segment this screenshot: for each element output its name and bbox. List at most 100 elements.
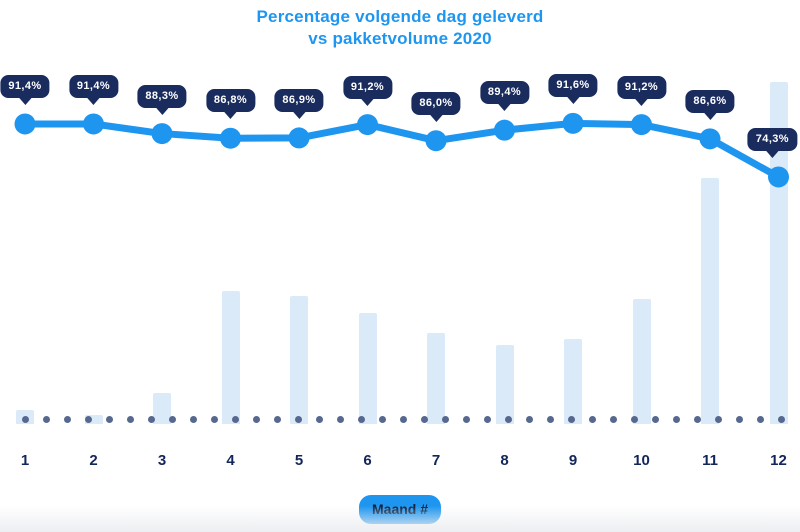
x-tick-label: 1: [20, 452, 30, 469]
baseline-dot: [231, 415, 239, 423]
value-badge: 86,6%: [685, 89, 735, 113]
data-point-marker: [425, 130, 447, 152]
x-tick-label: 10: [633, 452, 650, 469]
value-badge-label: 88,3%: [145, 89, 179, 102]
data-point-marker: [14, 113, 36, 135]
baseline-dot: [210, 415, 218, 423]
x-tick-label: 11: [702, 452, 718, 469]
baseline-dot: [609, 415, 617, 423]
value-badge-label: 91,2%: [624, 80, 659, 93]
baseline-dot: [777, 415, 785, 423]
data-point-marker: [562, 112, 584, 134]
baseline-dot: [630, 415, 638, 423]
x-axis-title-badge: Maand #: [358, 495, 442, 524]
x-tick-label: 3: [157, 452, 167, 469]
volume-bar: [495, 345, 514, 424]
volume-bar: [358, 312, 377, 424]
trend-line: [21, 119, 782, 181]
baseline-dot: [714, 415, 722, 423]
data-point-marker: [288, 127, 310, 149]
data-point-marker: [768, 166, 789, 188]
baseline-dot: [399, 415, 407, 423]
data-point-marker: [631, 114, 652, 136]
baseline-dot: [63, 415, 71, 423]
x-tick-label: 2: [89, 452, 98, 469]
baseline-dot: [546, 415, 554, 423]
baseline-dot: [273, 415, 281, 423]
data-point-marker: [699, 128, 721, 150]
baseline-dot: [42, 415, 50, 423]
value-badge-label: 86,8%: [213, 94, 248, 107]
baseline-dot: [504, 415, 512, 423]
value-badge: 86,9%: [274, 88, 324, 112]
volume-bar: [564, 338, 582, 424]
x-tick-label: 12: [770, 452, 787, 469]
data-point-marker: [151, 123, 173, 145]
baseline-dot: [378, 415, 386, 423]
value-badge-label: 86,0%: [419, 96, 453, 109]
value-badge: 74,3%: [747, 127, 797, 151]
chart-title-line-2: vs pakketvolume 2020: [308, 29, 492, 48]
value-badge-label: 86,9%: [282, 93, 316, 106]
data-point-marker: [494, 119, 515, 141]
value-badge: 91,4%: [68, 74, 119, 98]
value-badge-label: 91,4%: [8, 79, 42, 92]
baseline-dot: [126, 415, 134, 423]
baseline-dot: [21, 415, 29, 423]
volume-bar: [221, 290, 240, 424]
baseline-dot: [525, 415, 533, 423]
x-tick-label: 4: [226, 452, 235, 469]
value-badge: 89,4%: [479, 81, 530, 105]
chart-title-line-1: Percentage volgende dag geleverd: [256, 7, 544, 26]
baseline-dot: [315, 415, 323, 423]
data-point-marker: [83, 113, 104, 135]
value-badge: 91,4%: [0, 74, 50, 98]
baseline-dot: [441, 415, 449, 423]
value-badge-label: 91,4%: [76, 79, 111, 92]
x-tick-label: 9: [568, 452, 578, 469]
value-badge: 91,2%: [616, 75, 667, 99]
value-badge: 88,3%: [137, 84, 187, 108]
chart-title: Percentage volgende dag geleverd vs pakk…: [0, 6, 800, 50]
x-tick-label: 7: [431, 452, 441, 469]
baseline-dot: [756, 415, 764, 423]
volume-bar: [290, 295, 308, 424]
baseline-dot: [483, 415, 491, 423]
value-badge-label: 74,3%: [755, 132, 789, 145]
value-badge: 86,8%: [205, 89, 256, 113]
value-badge: 91,2%: [342, 75, 393, 99]
baseline-dot: [672, 415, 680, 423]
baseline-dot: [462, 415, 470, 423]
baseline-dot: [735, 415, 743, 423]
value-badge-label: 89,4%: [487, 86, 522, 99]
baseline-dot: [567, 415, 575, 423]
volume-bar: [153, 393, 171, 424]
baseline-dot: [147, 415, 155, 423]
baseline-dot: [294, 415, 302, 423]
baseline-dot: [651, 415, 659, 423]
baseline-dot: [357, 415, 365, 423]
volume-bar: [427, 333, 445, 424]
baseline-dot: [105, 415, 113, 423]
baseline-dot: [168, 415, 176, 423]
baseline-dot: [252, 415, 260, 423]
data-point-marker: [220, 127, 241, 149]
data-point-marker: [357, 114, 378, 136]
value-badge-label: 91,2%: [350, 80, 385, 93]
baseline-dot: [693, 415, 701, 423]
value-badge-label: 86,6%: [693, 94, 727, 107]
baseline-dot: [84, 415, 92, 423]
baseline-dot: [336, 415, 344, 423]
volume-bar: [632, 299, 651, 424]
volume-bar: [701, 177, 719, 424]
baseline-dot: [420, 415, 428, 423]
baseline-dot: [588, 415, 596, 423]
value-badge: 86,0%: [411, 91, 461, 115]
volume-bar: [84, 415, 103, 424]
value-badge: 91,6%: [548, 74, 598, 98]
x-tick-label: 6: [363, 452, 372, 469]
x-tick-label: 5: [294, 452, 304, 469]
